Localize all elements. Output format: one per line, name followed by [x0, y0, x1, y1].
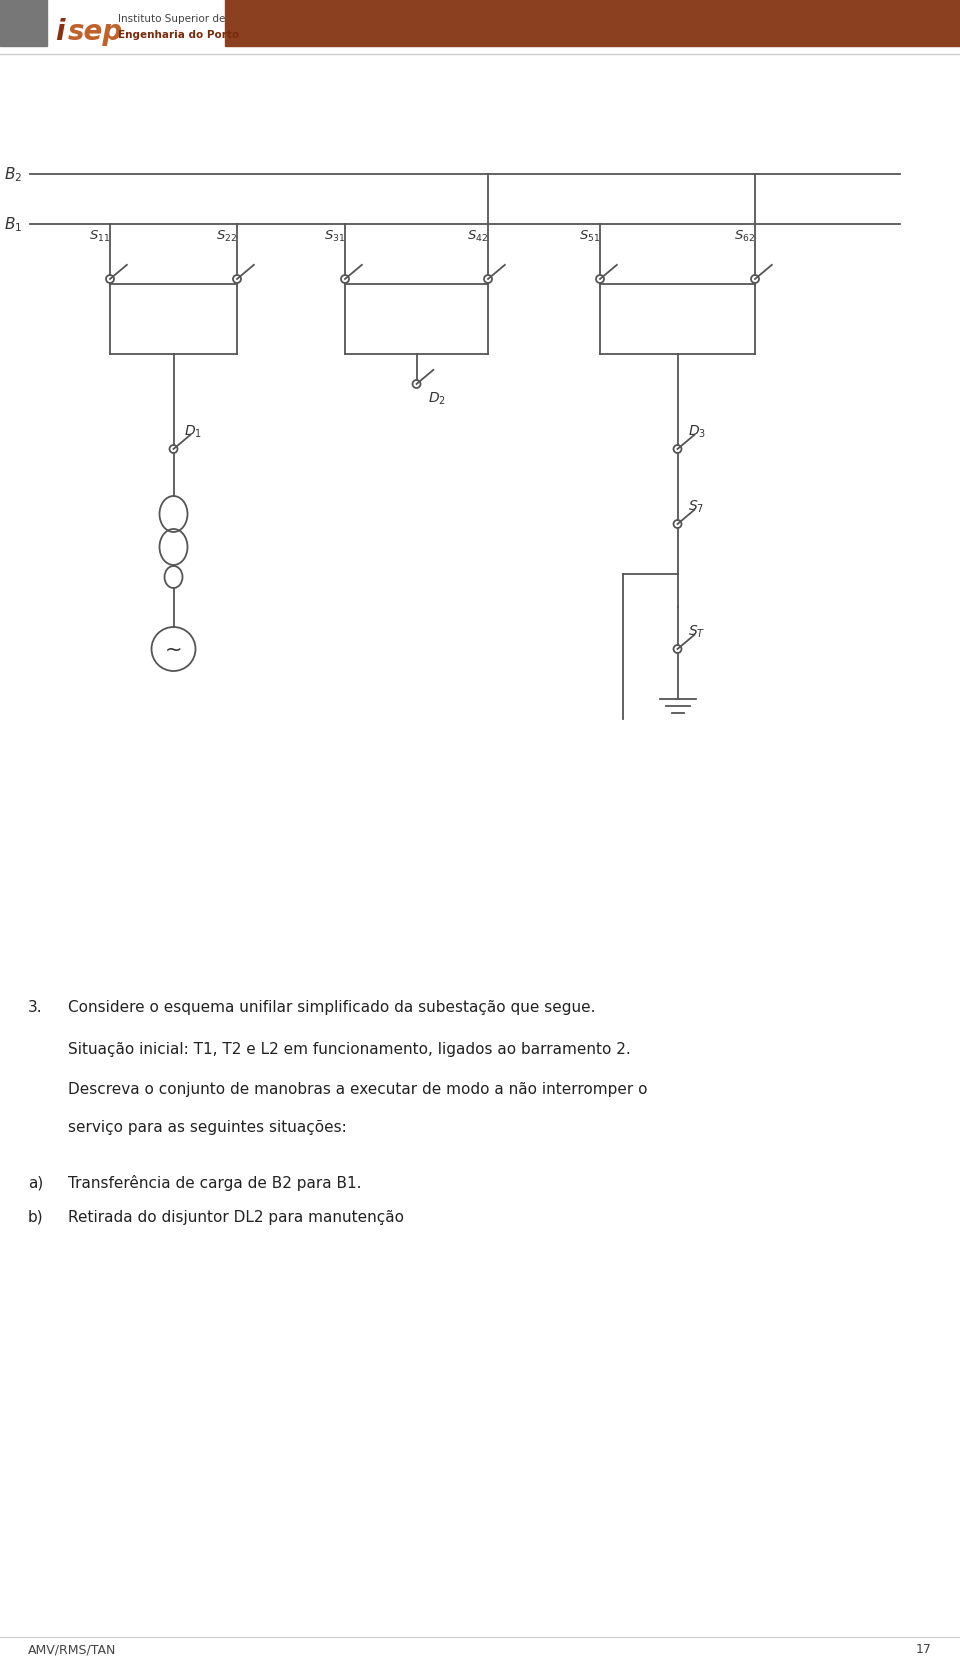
Text: Situação inicial: T1, T2 e L2 em funcionamento, ligados ao barramento 2.: Situação inicial: T1, T2 e L2 em funcion… [68, 1041, 631, 1057]
Text: Descreva o conjunto de manobras a executar de modo a não interromper o: Descreva o conjunto de manobras a execut… [68, 1082, 647, 1097]
Text: a): a) [28, 1175, 43, 1190]
Text: $S_{62}$: $S_{62}$ [734, 229, 756, 244]
Text: AMV/RMS/TAN: AMV/RMS/TAN [28, 1642, 116, 1655]
Text: $S_T$: $S_T$ [687, 623, 705, 640]
Text: $S_{31}$: $S_{31}$ [324, 229, 346, 244]
Text: $D_2$: $D_2$ [428, 391, 446, 408]
Text: Retirada do disjuntor DL2 para manutenção: Retirada do disjuntor DL2 para manutençã… [68, 1210, 404, 1225]
Text: $S_{22}$: $S_{22}$ [216, 229, 238, 244]
Text: $S_{11}$: $S_{11}$ [89, 229, 110, 244]
Text: $B_2$: $B_2$ [4, 166, 22, 184]
Text: $S_{51}$: $S_{51}$ [579, 229, 601, 244]
Text: $S_7$: $S_7$ [687, 499, 704, 515]
Bar [0, 0, 47, 46]
Text: $S_{42}$: $S_{42}$ [468, 229, 489, 244]
Text: Engenharia do Porto: Engenharia do Porto [118, 30, 239, 40]
Text: sep: sep [68, 18, 123, 46]
Text: i: i [55, 18, 64, 46]
Text: Considere o esquema unifilar simplificado da subestação que segue.: Considere o esquema unifilar simplificad… [68, 999, 595, 1014]
Text: 17: 17 [916, 1642, 932, 1655]
Text: $D_1$: $D_1$ [183, 424, 202, 441]
Text: ~: ~ [165, 640, 182, 659]
Text: $B_1$: $B_1$ [4, 215, 22, 234]
Text: Transferência de carga de B2 para B1.: Transferência de carga de B2 para B1. [68, 1175, 362, 1190]
Text: b): b) [28, 1210, 43, 1225]
Text: Instituto Superior de: Instituto Superior de [118, 13, 226, 23]
Text: 3.: 3. [28, 999, 42, 1014]
Text: serviço para as seguintes situações:: serviço para as seguintes situações: [68, 1120, 347, 1135]
Text: $D_3$: $D_3$ [687, 424, 706, 441]
Bar [225, 0, 960, 46]
